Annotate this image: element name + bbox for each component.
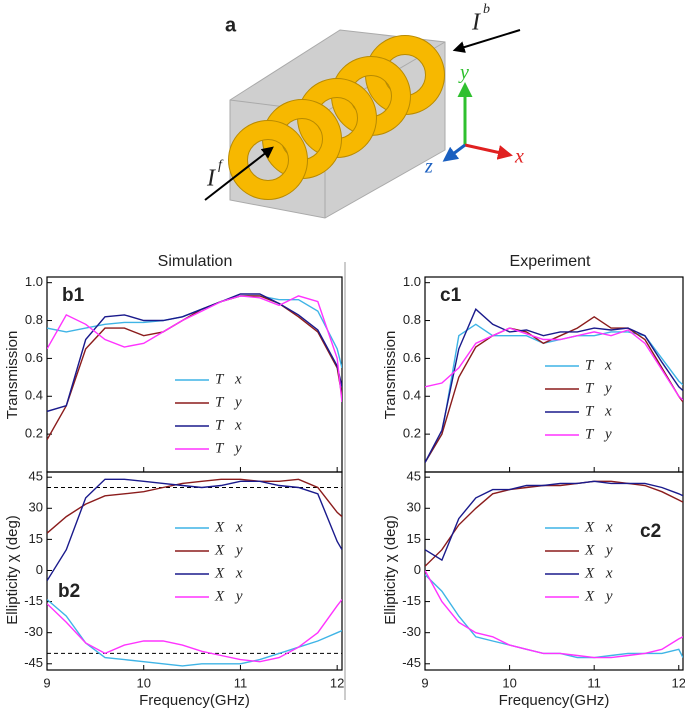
back-arrow [452, 29, 521, 53]
legend-label: T⃗x [215, 371, 242, 387]
y-tick-label: -15 [24, 593, 43, 608]
y-axis-label: Transmission [4, 331, 21, 420]
series-line [47, 478, 342, 534]
y-tick-label: 0.4 [25, 388, 43, 403]
legend-label: X⃖y [584, 588, 613, 604]
x-tick-label: 11 [234, 675, 248, 690]
x-axis-label: Frequency(GHz) [139, 692, 250, 709]
legend-label: T⃖y [585, 426, 612, 442]
plot-frame [46, 471, 343, 671]
legend-label: T⃗y [585, 380, 612, 396]
y-tick-label: 0.6 [25, 350, 43, 365]
x-tick-label: 9 [421, 675, 428, 690]
front-label: I [206, 166, 216, 192]
series-line [425, 480, 683, 562]
legend-label: X⃖x [214, 565, 243, 581]
legend-label: T⃖x [585, 403, 612, 419]
series-line [47, 293, 342, 413]
y-tick-label: 0.2 [25, 426, 43, 441]
series-line [47, 478, 342, 582]
y-axis-label: Ellipticity χ (deg) [382, 515, 399, 625]
front-sup: f [218, 158, 224, 173]
back-label: I [471, 10, 481, 36]
series-line [425, 480, 683, 567]
legend-label: T⃗y [215, 394, 242, 410]
heading: Simulation [158, 253, 233, 270]
y-tick-label: 45 [407, 469, 421, 484]
plot-frame [424, 471, 684, 671]
x-axis-arrow [464, 143, 513, 160]
y-tick-label: -15 [402, 593, 421, 608]
series-line [425, 327, 683, 401]
structure-diagram: a I f I b x y z [204, 2, 524, 219]
y-tick-label: 0 [414, 562, 421, 577]
y-tick-label: -45 [402, 655, 421, 670]
y-tick-label: 0.8 [403, 312, 421, 327]
series-line [425, 570, 683, 659]
plot-frame [46, 276, 343, 473]
legend-label: X⃖y [214, 588, 243, 604]
z-axis-arrow [442, 143, 466, 162]
panel-label: b1 [62, 285, 85, 306]
front-arrow [204, 146, 274, 201]
x-axis-label: Frequency(GHz) [499, 692, 610, 709]
legend-label: X⃗y [214, 542, 243, 558]
legend-label: X⃗x [584, 519, 613, 535]
y-tick-label: 30 [29, 500, 43, 515]
x-tick-label: 12 [330, 675, 344, 690]
series-line [425, 323, 683, 463]
panel-label: c2 [640, 521, 661, 542]
axis-y-label: y [458, 62, 469, 84]
y-tick-label: 0.4 [403, 388, 421, 403]
panel-label: b2 [58, 581, 80, 602]
legend-label: T⃖y [215, 440, 242, 456]
y-tick-label: 0.2 [403, 426, 421, 441]
y-tick-label: 1.0 [403, 274, 421, 289]
y-axis-label: Transmission [382, 331, 399, 420]
axis-z-label: z [424, 156, 433, 178]
series-line [425, 308, 683, 463]
plot-frame [424, 276, 684, 473]
y-axis-label: Ellipticity χ (deg) [4, 515, 21, 625]
legend-label: X⃗x [214, 519, 243, 535]
series-line [47, 599, 342, 663]
series-line [47, 295, 342, 441]
legend-label: T⃗x [585, 357, 612, 373]
y-tick-label: 0.6 [403, 350, 421, 365]
panel-label: c1 [440, 285, 462, 306]
back-sup: b [483, 2, 490, 17]
series-line [425, 574, 683, 659]
y-tick-label: 45 [29, 469, 43, 484]
x-tick-label: 9 [43, 675, 50, 690]
x-tick-label: 10 [502, 675, 516, 690]
y-tick-label: -45 [24, 655, 43, 670]
legend-label: X⃖x [584, 565, 613, 581]
x-tick-label: 10 [136, 675, 150, 690]
legend-label: T⃖x [215, 417, 242, 433]
y-tick-label: -30 [24, 624, 43, 639]
rings [228, 35, 445, 200]
x-tick-label: 12 [672, 675, 685, 690]
y-tick-label: 0.8 [25, 312, 43, 327]
y-tick-label: -30 [402, 624, 421, 639]
y-tick-label: 1.0 [25, 274, 43, 289]
y-tick-label: 0 [36, 562, 43, 577]
y-tick-label: 15 [407, 531, 421, 546]
series-line [425, 315, 683, 463]
axis-x-label: x [514, 146, 524, 168]
y-tick-label: 30 [407, 500, 421, 515]
x-tick-label: 11 [587, 675, 601, 690]
y-tick-label: 15 [29, 531, 43, 546]
legend-label: X⃗y [584, 542, 613, 558]
heading: Experiment [510, 253, 591, 270]
panel-label: a [225, 14, 237, 36]
series-line [47, 295, 342, 403]
series-line [47, 598, 342, 667]
